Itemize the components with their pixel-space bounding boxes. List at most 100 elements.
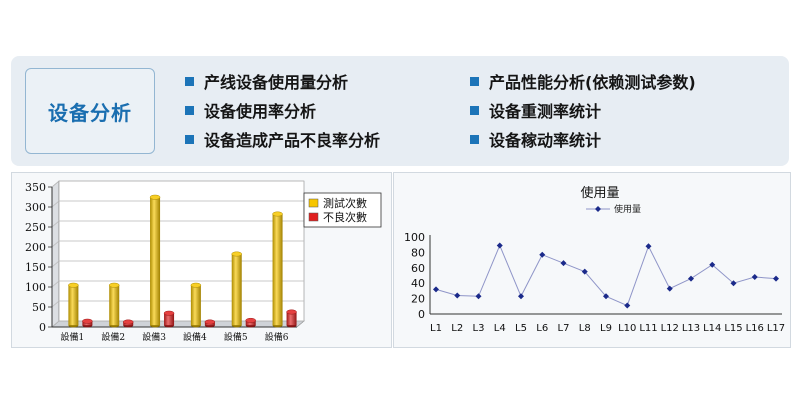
bar-test-count	[68, 282, 79, 328]
y-tick-label: 250	[25, 221, 46, 234]
title-box: 设备分析	[25, 68, 155, 154]
legend-label: 不良次數	[323, 210, 367, 224]
grid-line	[51, 300, 304, 308]
feature-item: 设备稼动率统计	[470, 127, 601, 151]
x-tick-label: 設備5	[224, 331, 248, 343]
bar-test-count	[231, 251, 242, 328]
x-tick-label: 設備1	[61, 331, 85, 343]
legend-label: 使用量	[614, 203, 641, 215]
data-point	[496, 242, 503, 249]
x-tick-label: L2	[451, 323, 463, 334]
grid-line	[51, 280, 304, 288]
data-point	[454, 292, 461, 299]
data-point	[560, 260, 567, 267]
bullet-square-icon	[470, 134, 479, 144]
bar-defect-count	[163, 310, 175, 328]
x-tick-label: L6	[536, 323, 548, 334]
legend-label: 測試次數	[323, 196, 367, 210]
bar-test-count	[190, 282, 202, 328]
bar-test-count	[108, 282, 120, 328]
feature-item: 产线设备使用量分析	[185, 69, 348, 93]
y-tick-label: 100	[25, 281, 46, 294]
x-tick-label: L9	[600, 323, 612, 334]
feature-panel: 设备分析 产线设备使用量分析 设备使用率分析 设备造成产品不良率分析 产品性能分…	[11, 56, 789, 166]
data-point	[539, 251, 546, 258]
data-point	[433, 286, 439, 293]
x-tick-label: L16	[746, 323, 764, 334]
legend-swatch	[308, 198, 319, 208]
bullet-square-icon	[470, 76, 479, 86]
x-tick-label: L8	[579, 323, 591, 334]
data-point	[475, 293, 482, 300]
data-point	[581, 268, 588, 275]
line-chart-panel: 使用量 使用量 0 20 40 60 80 100 L1 L2 L3 L4 L5 L6 L7 L8 L9 L10 L…	[393, 172, 791, 348]
legend-box	[303, 192, 382, 228]
data-point	[688, 275, 694, 282]
bullet-square-icon	[470, 105, 479, 115]
grid-line	[51, 320, 304, 328]
bar-test-count	[149, 194, 161, 328]
chart-side-wall	[51, 180, 60, 328]
y-tick-label: 0	[39, 321, 46, 334]
bullet-square-icon	[185, 134, 194, 144]
x-tick-label: 設備4	[183, 331, 207, 343]
y-tick-label: 150	[25, 261, 46, 274]
data-point	[518, 293, 524, 300]
bar-test-count	[272, 211, 283, 328]
grid-line	[51, 240, 304, 248]
x-tick-label: L13	[682, 323, 700, 334]
x-tick-label: L5	[515, 323, 527, 334]
x-tick-label: L12	[661, 323, 679, 334]
feature-item: 设备重测率统计	[470, 98, 601, 122]
grid-line	[51, 260, 304, 268]
x-tick-label: L14	[703, 323, 721, 334]
chart-title: 使用量	[580, 185, 619, 201]
x-tick-label: 設備3	[142, 331, 166, 343]
x-tick-label: L7	[558, 323, 570, 334]
legend: 使用量	[586, 203, 641, 215]
x-tick-label: L17	[767, 323, 785, 334]
bar-defect-count	[204, 319, 216, 328]
bar-defect-count	[82, 318, 93, 328]
bullet-square-icon	[185, 76, 194, 86]
x-tick-label: L15	[724, 323, 742, 334]
y-tick-label: 60	[411, 262, 425, 275]
data-point	[751, 274, 758, 281]
chart-back-wall	[58, 180, 305, 322]
y-tick-label: 0	[418, 308, 425, 321]
x-tick-label: L10	[618, 323, 636, 334]
y-tick-label: 300	[25, 201, 46, 214]
data-point	[773, 275, 779, 282]
data-point	[645, 243, 652, 250]
legend-marker	[595, 206, 601, 212]
x-tick-label: 設備2	[101, 331, 125, 343]
y-tick-label: 200	[25, 241, 46, 254]
bar-defect-count	[122, 319, 134, 328]
x-tick-label: L3	[473, 323, 485, 334]
bullet-square-icon	[185, 105, 194, 115]
grid-line	[51, 180, 304, 188]
data-point	[624, 302, 631, 309]
bar-chart: 0 50 100 150 200 250 300 350 設備1 設備2 設備3 設備4 設備5 設備6 測…	[25, 180, 382, 343]
bar-defect-count	[286, 309, 297, 328]
y-tick-label: 50	[32, 301, 46, 314]
grid-line	[51, 220, 304, 228]
bar-chart-panel: 0 50 100 150 200 250 300 350 設備1 設備2 設備3 設備4 設備5 設備6 測…	[11, 172, 392, 348]
x-tick-label: L1	[430, 323, 442, 334]
data-point	[603, 293, 609, 300]
y-tick-label: 100	[404, 231, 425, 244]
y-tick-label: 350	[25, 181, 46, 194]
grid-line	[51, 200, 304, 208]
feature-item: 设备使用率分析	[185, 98, 316, 122]
x-tick-label: 設備6	[265, 331, 289, 343]
data-point	[730, 280, 737, 287]
data-point	[666, 285, 673, 292]
y-tick-label: 40	[411, 277, 425, 290]
y-tick-label: 80	[411, 246, 425, 259]
feature-item: 设备造成产品不良率分析	[185, 127, 380, 151]
x-tick-label: L11	[639, 323, 657, 334]
section-title: 设备分析	[48, 100, 132, 125]
x-tick-label: L4	[494, 323, 506, 334]
